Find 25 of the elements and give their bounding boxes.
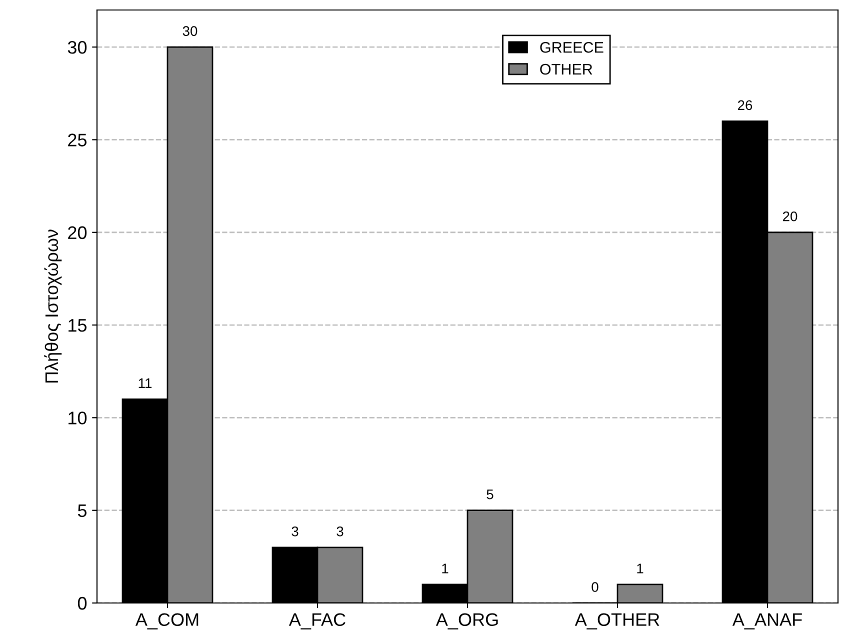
data-label: 5 <box>486 490 494 500</box>
y-tick-label: 30 <box>68 40 87 54</box>
data-label: 26 <box>738 100 752 110</box>
x-tick-label: A_OTHER <box>574 613 660 630</box>
y-tick-label: 10 <box>68 412 87 424</box>
data-label: 11 <box>138 378 152 388</box>
data-label: 3 <box>292 526 298 536</box>
data-label: 1 <box>442 564 448 574</box>
data-label: 0 <box>592 582 598 592</box>
y-tick-label: 25 <box>68 134 87 146</box>
data-label: 30 <box>182 26 198 36</box>
x-tick-label: A_COM <box>135 613 198 630</box>
legend-label: GREECE <box>540 42 604 53</box>
y-tick-label: 20 <box>68 226 87 240</box>
y-tick-label: 0 <box>78 596 87 610</box>
x-tick-label: A_FAC <box>288 613 346 630</box>
y-axis-title: Πλήθος Ιστοχώρων <box>44 230 62 383</box>
y-tick-label: 5 <box>78 504 87 518</box>
data-label: 3 <box>336 526 344 536</box>
x-tick-label: A_ORG <box>436 613 498 630</box>
data-label: 20 <box>782 211 798 222</box>
y-tick-label: 15 <box>68 319 87 332</box>
legend-label: OTHER <box>540 64 592 75</box>
x-tick-label: A_ANAF <box>732 613 802 630</box>
data-label: 1 <box>637 564 644 574</box>
